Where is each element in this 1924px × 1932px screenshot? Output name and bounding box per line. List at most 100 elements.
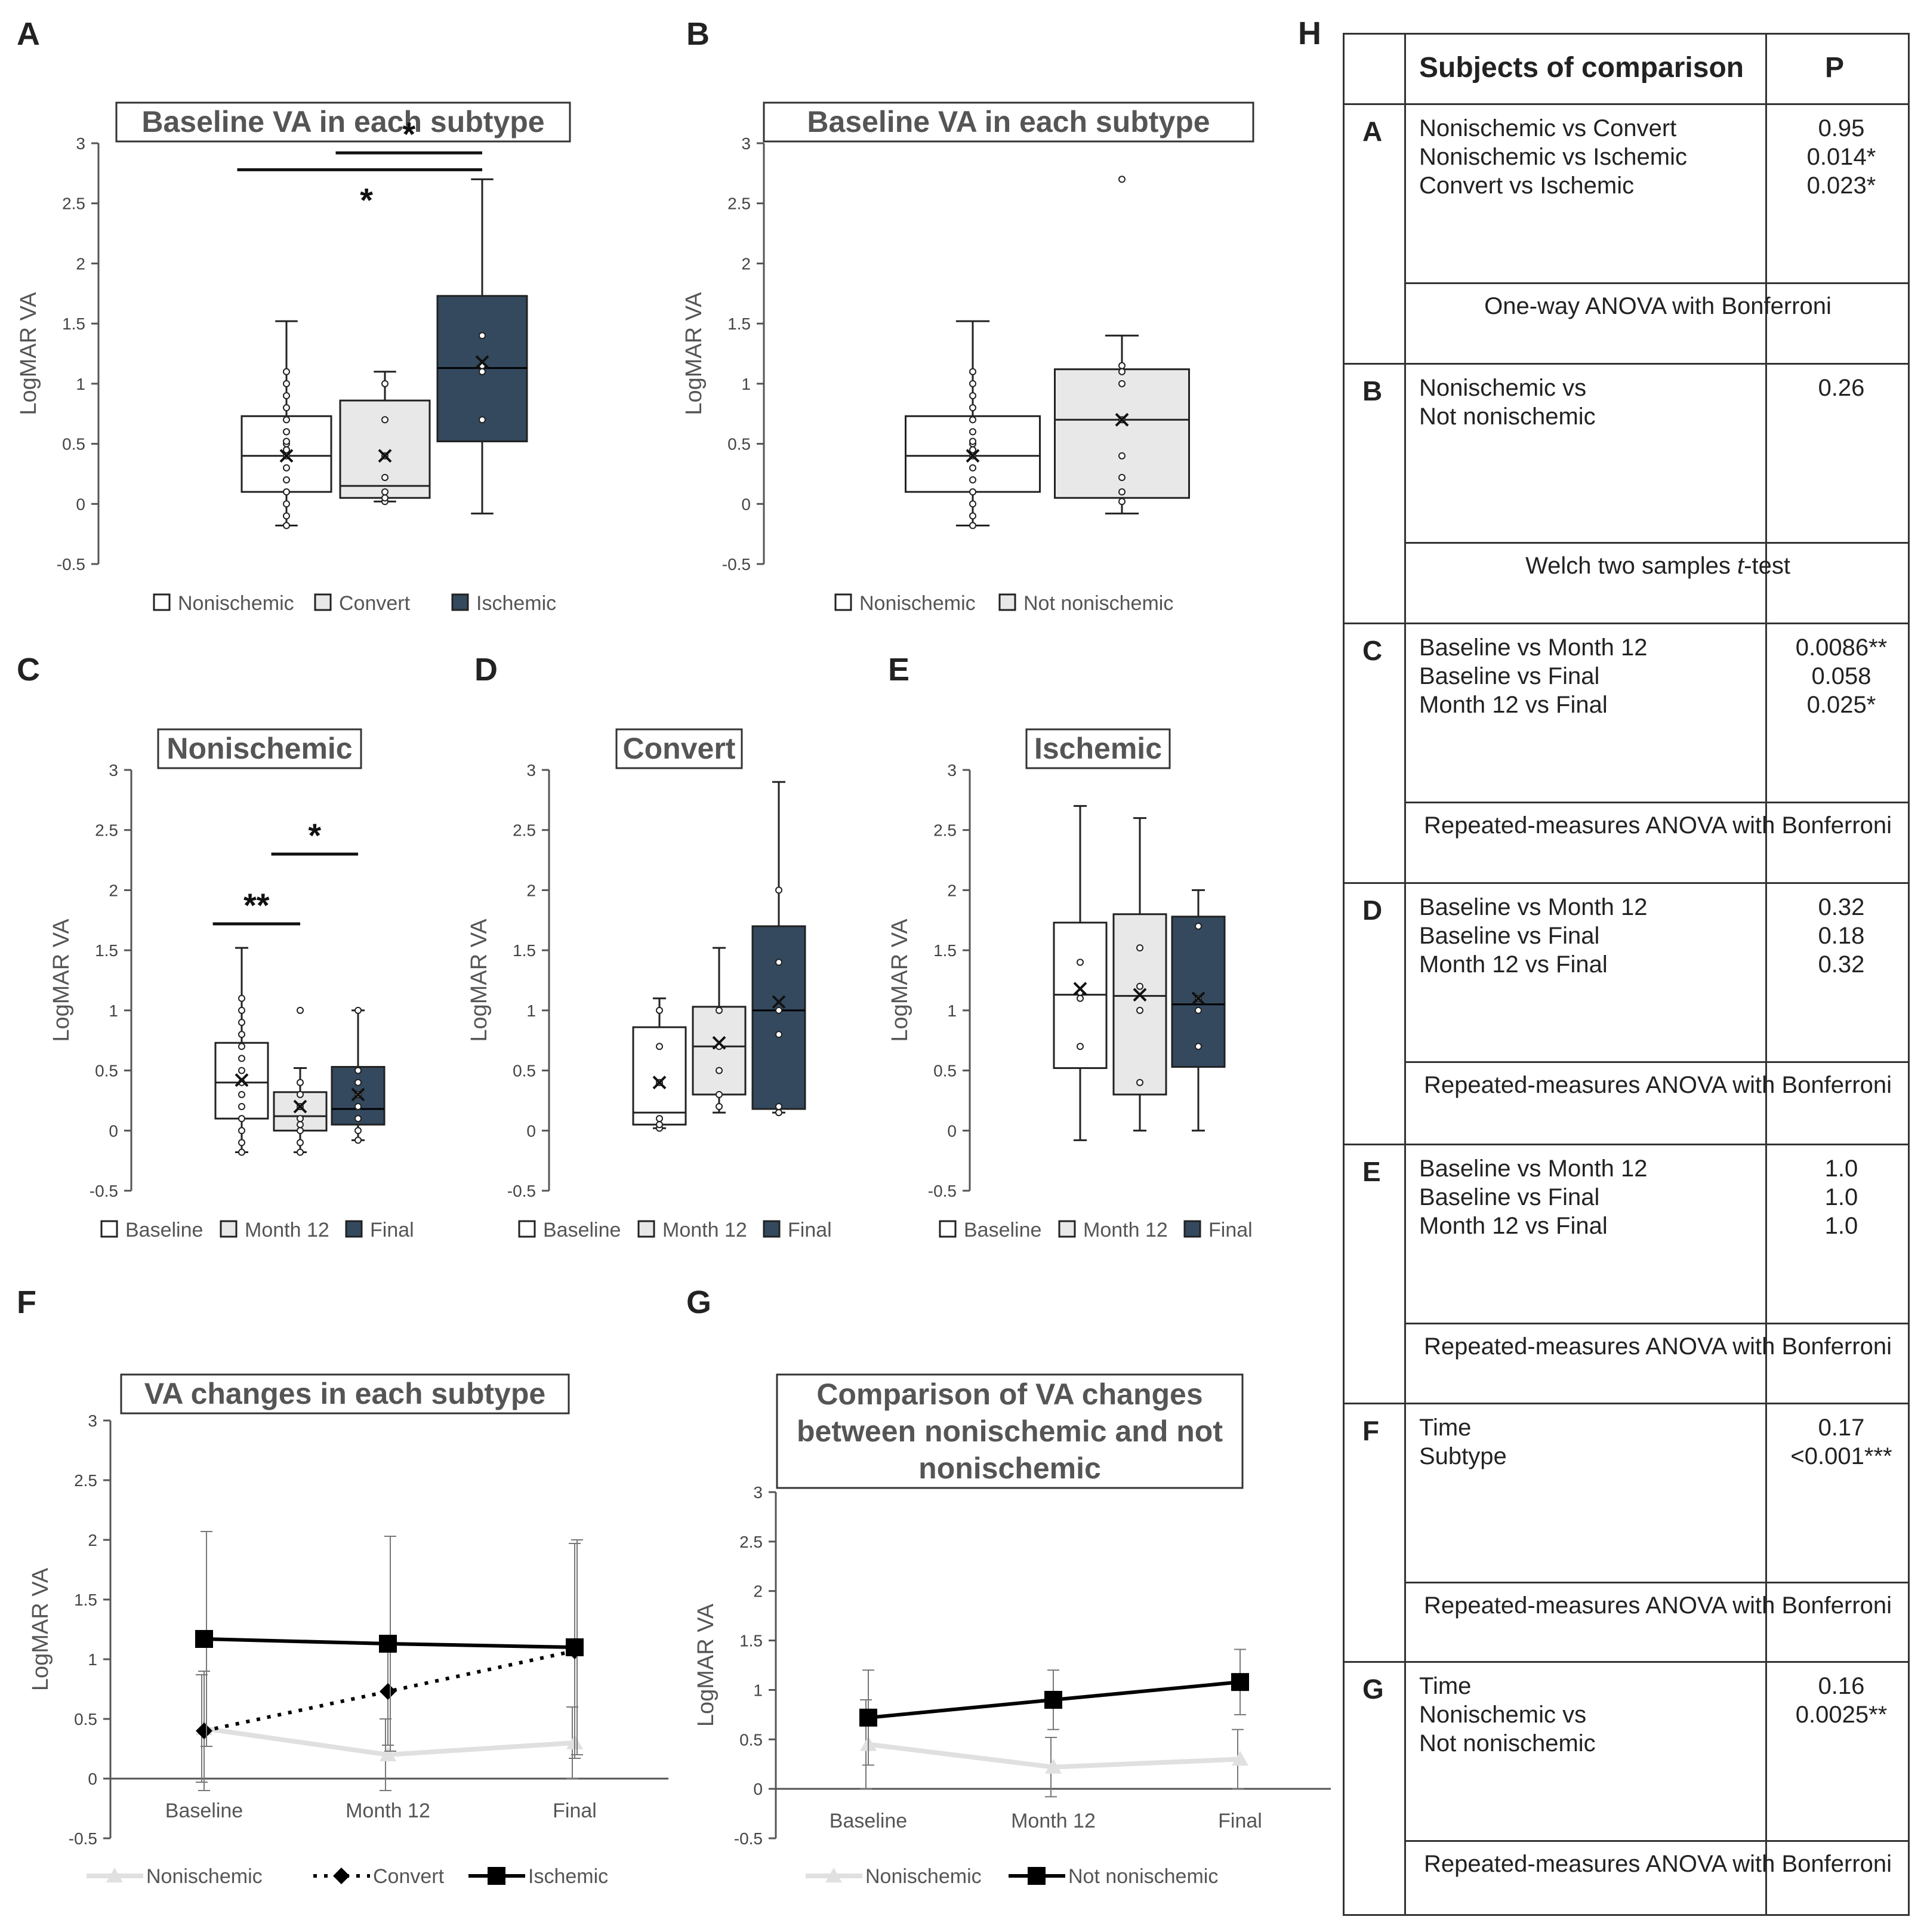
table-row-p: 1.0 1.0 1.0 [1824,1155,1858,1239]
table-row-letter: A [1362,116,1383,147]
y-tick-label: 0 [76,495,85,513]
table-row-method: Repeated-measures ANOVA with Bonferroni [1423,1851,1892,1877]
data-point [969,522,976,529]
data-point [283,368,290,375]
data-point [1077,959,1084,966]
y-tick-label: 1 [526,1002,536,1020]
table-method-divider [1404,802,1908,803]
data-point [1077,994,1084,1002]
y-axis-label: LogMAR VA [49,919,74,1042]
chart-title-box [157,728,362,769]
box-baseline [632,997,687,1132]
legend-swatch [1183,1220,1201,1238]
panel-D: D Convert -0.5 0 0.5 1 1.5 2 2.5 3 LogMAR VA Baseli… [467,652,832,1241]
legend-swatch [314,593,332,611]
y-tick-label: 1.5 [74,1591,97,1609]
data-point [969,368,976,375]
y-tick-label: 3 [88,1412,97,1430]
data-point [283,488,290,496]
data-point [969,464,976,472]
table-row-subjects: Baseline vs Month 12 Baseline vs Final M… [1419,894,1648,978]
panel-letter-B: B [686,16,710,52]
marker-triangle [1045,1758,1062,1774]
y-tick-label: 0.5 [513,1062,536,1080]
data-point [1118,362,1126,369]
data-point [1118,175,1126,183]
data-point [283,416,290,424]
legend-swatch [763,1220,781,1238]
mean-marker [1115,412,1129,427]
panel-G: G Comparison of VA changes between nonisch… [686,1284,1331,1888]
chart-title-line: Comparison of VA changes [816,1378,1202,1411]
data-point [969,500,976,508]
legend-label: Month 12 [245,1219,329,1241]
legend-label: Final [788,1219,832,1241]
series-nonischemic [860,1699,1248,1798]
y-tick-label: 2 [753,1582,763,1601]
significance-label: ** [243,886,270,924]
marker-square [195,1630,213,1648]
table-row-letter: B [1362,375,1383,406]
table-row-letter: C [1362,635,1383,666]
panel-E: E Ischemic -0.5 0 0.5 1 1.5 2 2.5 3 LogMAR VA Basel… [887,652,1253,1241]
data-point [238,994,245,1002]
y-tick-label: 1 [753,1681,763,1699]
y-tick-label: 1 [88,1650,97,1669]
data-point [969,416,976,424]
panel-A: A Baseline VA in each subtype -0.5 0 0.5 1 1.5… [16,16,571,615]
data-point [1118,498,1126,506]
data-point [775,1006,782,1014]
box-month-12 [692,947,747,1114]
box-iqr [632,1026,687,1126]
data-point [238,1043,245,1050]
marker-diamond [380,1683,396,1700]
table-row-subjects: Baseline vs Month 12 Baseline vs Final M… [1419,634,1648,718]
marker-square [859,1708,877,1727]
data-point [297,1090,304,1098]
box-month-12 [1112,817,1167,1132]
legend-swatch [939,1220,957,1238]
data-point [354,1103,362,1110]
legend-label: Nonischemic [178,592,294,615]
y-axis-label: LogMAR VA [887,919,912,1042]
y-tick-label: 0.5 [933,1062,957,1080]
y-tick-label: 1.5 [62,315,85,333]
data-point [238,1031,245,1039]
data-point [297,1115,304,1123]
y-tick-label: 1 [109,1002,118,1020]
data-point [1077,1043,1084,1050]
y-tick-label: 2 [526,881,536,899]
mean-marker [966,449,980,463]
y-tick-label: 2.5 [727,195,751,213]
table-row-subjects: Time Subtype [1419,1415,1507,1469]
legend-label: Month 12 [1083,1219,1168,1241]
y-tick-label: 2 [88,1531,97,1549]
y-tick-label: 1.5 [95,941,118,960]
panel-letter-G: G [686,1284,711,1320]
data-point [297,1006,304,1014]
panel-letter-E: E [888,652,909,688]
marker-triangle [106,1868,123,1882]
legend-swatch [518,1220,536,1238]
box-ischemic [436,178,528,514]
legend-label: Not nonischemic [1023,592,1173,615]
table-method-divider [1404,1323,1908,1324]
box-convert [339,371,431,506]
data-point [656,1043,663,1050]
y-tick-label: 2.5 [513,821,536,840]
table-row-p: 0.32 0.18 0.32 [1818,894,1865,978]
box-nonischemic [905,320,1041,529]
data-point [716,1006,723,1014]
mean-marker [712,1036,726,1050]
table-header-divider [1345,103,1908,105]
y-tick-label: 0 [109,1121,118,1140]
chart-title-box [120,1373,570,1415]
y-tick-label: 1 [947,1002,957,1020]
table-method-divider [1404,1582,1908,1583]
panel-letter-D: D [474,652,498,688]
table-header-p: P [1825,52,1845,84]
table-row-p: 0.26 [1818,375,1865,401]
y-tick-label: -0.5 [734,1829,763,1848]
table-row-p: 0.95 0.014* 0.023* [1806,115,1876,199]
